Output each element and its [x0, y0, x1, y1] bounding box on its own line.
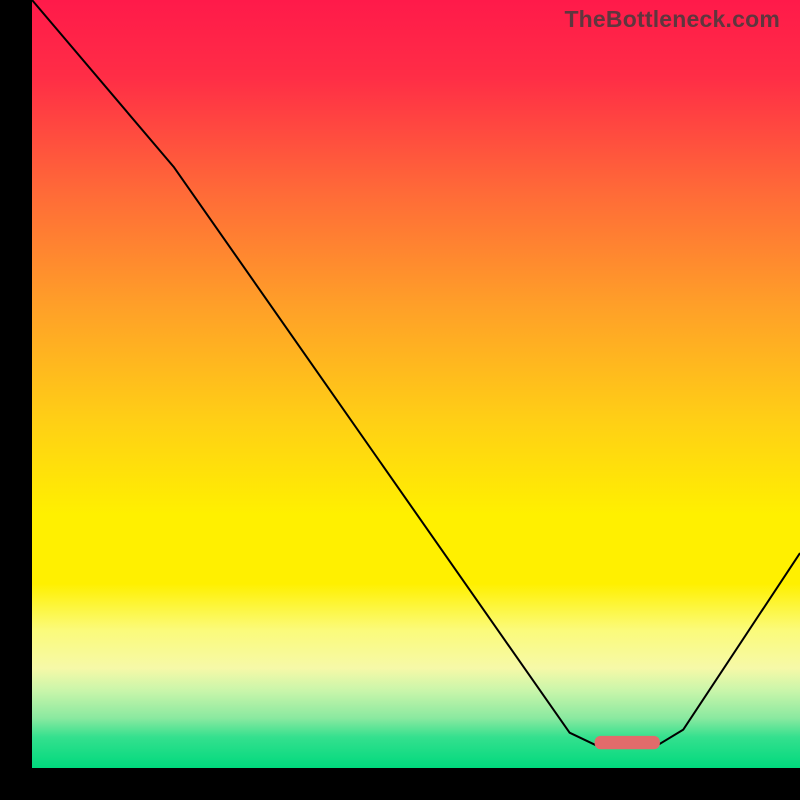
- y-axis-border: [0, 0, 32, 800]
- watermark-text: TheBottleneck.com: [564, 6, 780, 33]
- chart-svg: [32, 0, 800, 768]
- bottleneck-chart: TheBottleneck.com: [0, 0, 800, 800]
- plot-area: [32, 0, 800, 768]
- optimal-marker: [595, 736, 660, 749]
- x-axis-border: [0, 768, 800, 800]
- gradient-background: [32, 0, 800, 768]
